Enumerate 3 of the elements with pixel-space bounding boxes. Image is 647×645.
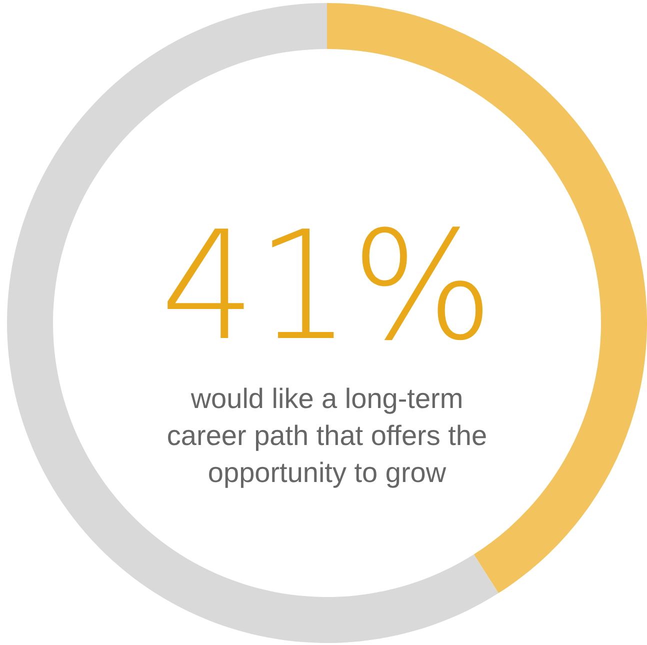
text: would like a long-term career path that offers the opportunity to grow	[166, 383, 488, 488]
data-label: 41%	[160, 200, 494, 374]
donut-slice	[7, 3, 498, 643]
